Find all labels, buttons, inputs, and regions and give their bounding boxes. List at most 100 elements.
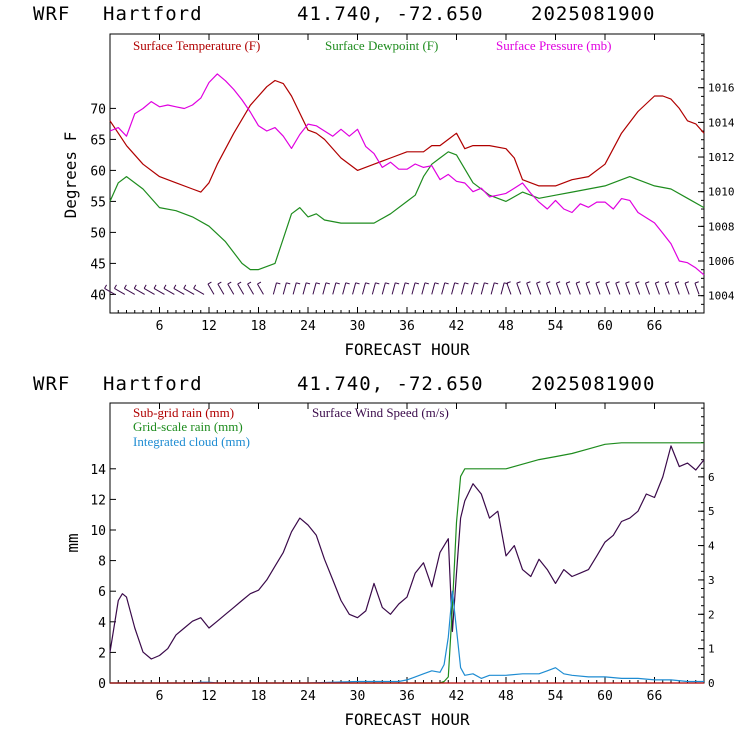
bottom-y2-tick-label: 2: [708, 608, 715, 621]
bottom-series: [109, 442, 705, 684]
wind-barb: [411, 282, 420, 295]
wind-barb: [237, 281, 245, 295]
wind-barb: [585, 281, 591, 295]
bottom-header-model: WRF: [33, 373, 70, 395]
wind-barb: [506, 281, 512, 295]
wind-barb: [421, 282, 429, 295]
wind-barb: [545, 281, 552, 295]
wind-barb: [470, 282, 479, 295]
wind-barb: [401, 282, 410, 295]
wind-barb: [123, 284, 136, 295]
top-y2-tick-label: 1012: [708, 151, 735, 164]
top-x-tick-label: 42: [449, 319, 465, 334]
wind-barb: [352, 282, 360, 295]
wind-barb: [431, 282, 439, 295]
bottom-legend-subgrid-rain: Sub-grid rain (mm): [133, 405, 234, 420]
top-chart: WRF Hartford 41.740, -72.650 2025081900 …: [33, 3, 735, 359]
wind-barb: [282, 282, 291, 295]
top-x-tick-label: 30: [350, 319, 366, 334]
top-series-surface-temperature-f: [109, 79, 705, 193]
bottom-header-date: 2025081900: [531, 373, 655, 395]
wind-barb: [490, 282, 499, 295]
wind-barb: [615, 281, 621, 295]
wind-barb: [163, 284, 175, 295]
bottom-x-tick-label: 30: [350, 689, 366, 704]
top-x-tick-label: 18: [251, 319, 267, 334]
bottom-y-tick-label: 4: [98, 616, 106, 631]
top-y2-tick-label: 1004: [708, 290, 735, 303]
bottom-x-axis-label: FORECAST HOUR: [344, 710, 470, 729]
top-header-date: 2025081900: [531, 3, 655, 25]
wind-barb: [217, 281, 225, 295]
wind-barb: [322, 282, 330, 295]
bottom-y-tick-label: 2: [98, 646, 106, 661]
bottom-legend-gridscale-rain: Grid-scale rain (mm): [133, 419, 243, 434]
wind-barb: [555, 281, 561, 295]
wind-barb: [625, 281, 631, 295]
top-x-tick-label: 24: [300, 319, 316, 334]
bottom-series-surface-wind-speed-m-s: [109, 445, 705, 660]
top-legend-dewpoint: Surface Dewpoint (F): [325, 38, 438, 53]
bottom-x-tick-label: 60: [597, 689, 613, 704]
wind-barb: [381, 282, 390, 295]
top-y-tick-label: 60: [90, 164, 106, 179]
wind-barb: [227, 281, 235, 295]
bottom-series-integrated-cloud-mm: [110, 590, 704, 684]
top-x-tick-label: 66: [647, 319, 663, 334]
wind-barb: [664, 281, 670, 295]
wind-barb: [193, 284, 205, 295]
bottom-x-tick-label: 36: [399, 689, 415, 704]
wind-barb: [104, 284, 116, 295]
wind-barb: [684, 281, 690, 295]
wind-barb: [526, 281, 532, 295]
wind-barb: [694, 281, 700, 295]
wind-barb: [644, 281, 651, 295]
wind-barb: [153, 284, 165, 295]
bottom-chart: WRF Hartford 41.740, -72.650 2025081900 …: [33, 373, 715, 729]
top-x-tick-label: 60: [597, 319, 613, 334]
top-y-tick-label: 55: [90, 195, 106, 210]
bottom-y-tick-label: 12: [90, 493, 106, 508]
wind-barb: [173, 284, 185, 295]
top-series-surface-pressure-mb: [109, 73, 705, 276]
bottom-y-axis-label: mm: [63, 533, 82, 552]
top-series: [109, 73, 705, 276]
wind-barb: [565, 281, 571, 295]
wind-barb: [361, 282, 370, 295]
top-x-tick-label: 54: [548, 319, 564, 334]
top-wind-barbs: [104, 281, 700, 295]
bottom-y2-tick-label: 6: [708, 471, 715, 484]
wind-barb: [674, 281, 680, 295]
bottom-y2-tick-label: 3: [708, 574, 715, 587]
top-header-model: WRF: [33, 3, 70, 25]
top-header-location: Hartford: [103, 3, 203, 25]
bottom-y-tick-label: 14: [90, 463, 106, 478]
wind-barb: [302, 282, 311, 295]
wind-barb: [371, 282, 380, 295]
bottom-y2-tick-label: 0: [708, 677, 715, 690]
bottom-x-tick-label: 24: [300, 689, 316, 704]
bottom-series-grid-scale-rain-mm: [110, 442, 704, 684]
top-x-tick-label: 48: [498, 319, 514, 334]
bottom-y-tick-label: 8: [98, 555, 106, 570]
bottom-y2-tick-label: 5: [708, 505, 715, 518]
bottom-x-tick-label: 54: [548, 689, 564, 704]
bottom-legend-integrated-cloud: Integrated cloud (mm): [133, 434, 250, 449]
top-x-axis-label: FORECAST HOUR: [344, 340, 470, 359]
wind-barb: [183, 284, 195, 295]
top-plot-frame: [109, 33, 705, 314]
top-legend-temperature: Surface Temperature (F): [133, 38, 260, 53]
top-x-tick-label: 6: [156, 319, 164, 334]
wind-barb: [635, 281, 641, 295]
wind-barb: [257, 281, 264, 295]
top-series-surface-dewpoint-f: [109, 151, 705, 271]
top-x-tick-label: 36: [399, 319, 415, 334]
top-y-tick-label: 70: [90, 102, 106, 117]
wind-barb: [441, 282, 449, 295]
top-y2-tick-label: 1008: [708, 220, 735, 233]
wind-barb: [247, 281, 254, 295]
wind-barb: [332, 282, 340, 295]
wind-barb: [605, 281, 611, 295]
top-y-tick-label: 50: [90, 226, 106, 241]
wind-barb: [460, 282, 469, 295]
